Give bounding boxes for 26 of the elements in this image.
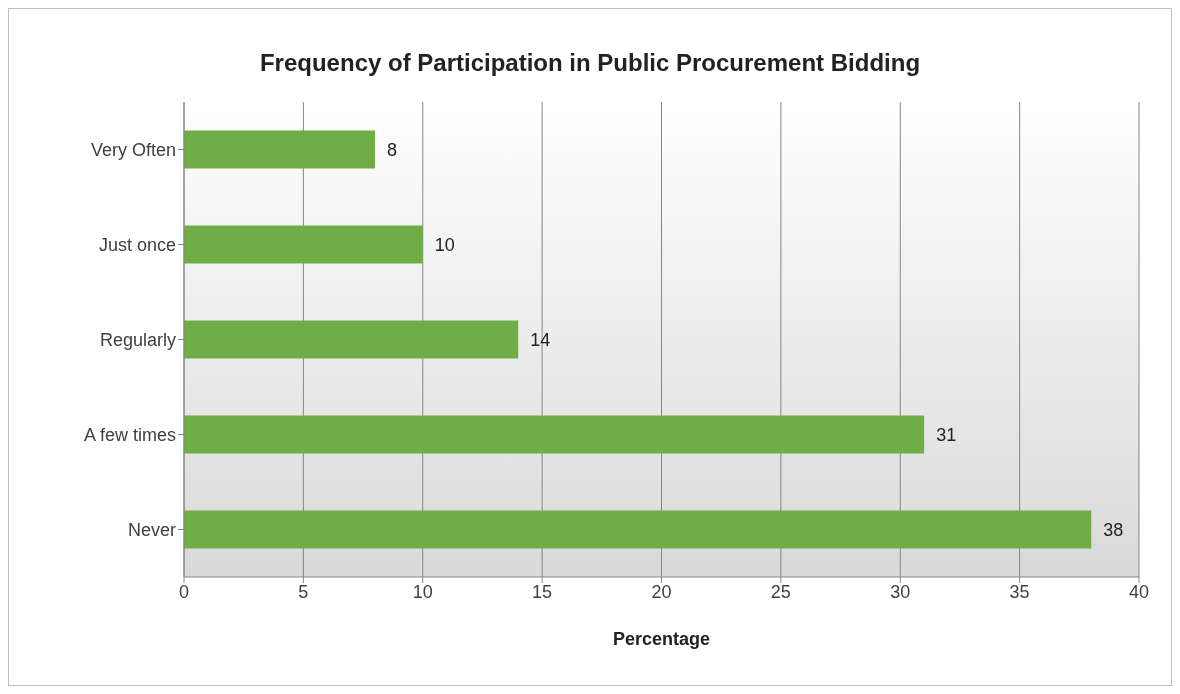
y-tick-label: Never (127, 519, 176, 540)
x-tick-label: 35 (1009, 581, 1030, 602)
bar (184, 415, 925, 454)
x-tick-label: 5 (298, 581, 309, 602)
data-label: 38 (1103, 519, 1124, 540)
x-tick-label: 40 (1128, 581, 1150, 602)
data-label: 10 (434, 234, 455, 255)
bar (184, 510, 1092, 549)
data-label: 8 (387, 139, 398, 160)
x-tick-label: 25 (770, 581, 791, 602)
y-tick-label: A few times (83, 424, 176, 445)
data-label: 31 (936, 424, 957, 445)
bar (184, 320, 519, 359)
y-tick-label: Regularly (99, 329, 176, 350)
x-tick-label: 10 (412, 581, 433, 602)
chart-title: Frequency of Participation in Public Procurement Bidding (258, 49, 922, 77)
y-tick-label: Very Often (90, 139, 176, 160)
x-tick-label: 30 (890, 581, 911, 602)
x-tick-label: 20 (651, 581, 672, 602)
x-tick-label: 15 (532, 581, 553, 602)
x-axis-title: Percentage (612, 629, 711, 649)
bar (184, 130, 375, 169)
x-tick-label: 0 (178, 581, 190, 602)
bar (184, 225, 423, 264)
data-label: 14 (530, 329, 551, 350)
y-tick-label: Just once (98, 234, 176, 255)
